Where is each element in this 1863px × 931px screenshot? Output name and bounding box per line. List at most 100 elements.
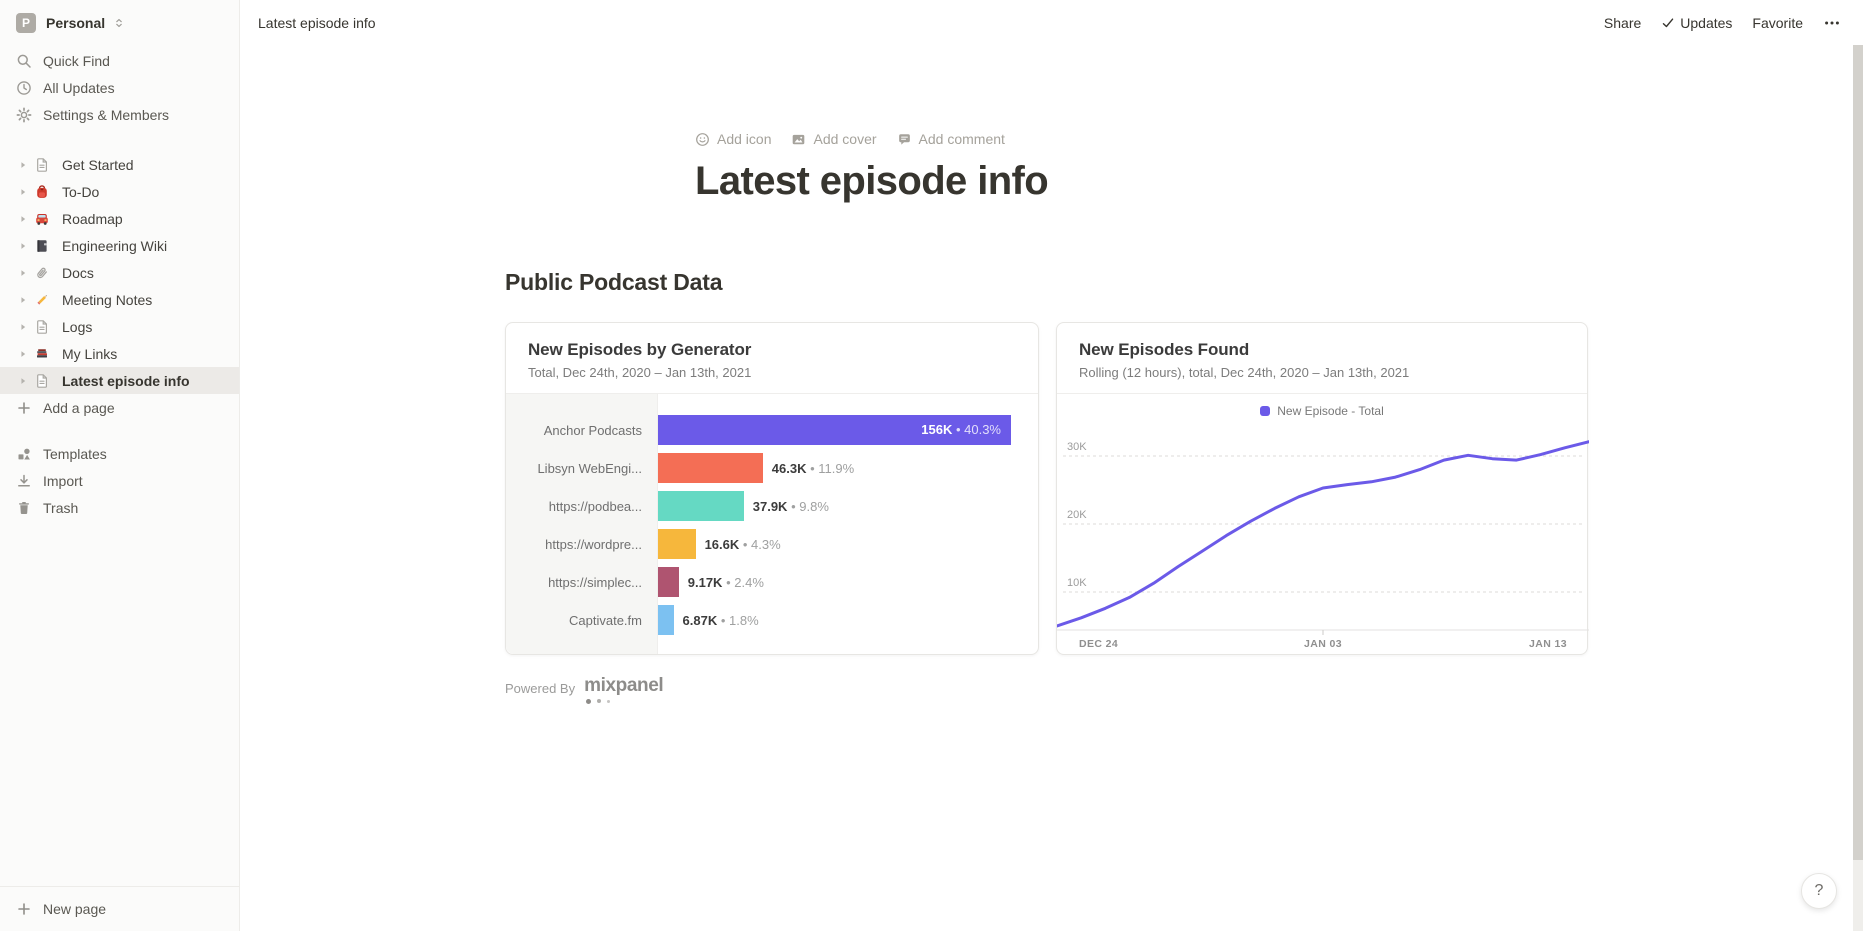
comment-icon xyxy=(897,132,912,147)
vertical-scrollbar[interactable] xyxy=(1853,45,1863,931)
page-title[interactable]: Latest episode info xyxy=(695,159,1049,203)
help-button[interactable]: ? xyxy=(1801,873,1837,909)
backpack-icon xyxy=(34,183,54,200)
mixpanel-logo[interactable]: mixpanel xyxy=(584,675,664,696)
line-chart-plot: 30K 20K 10K DEC 24 JAN 03 JAN 13 xyxy=(1057,420,1589,655)
sidebar-item-trash[interactable]: Trash xyxy=(0,494,239,521)
sidebar: P Personal Quick Find All Updates Settings… xyxy=(0,0,240,931)
workspace-switcher[interactable]: P Personal xyxy=(0,0,239,45)
more-options-icon xyxy=(1823,14,1841,32)
add-icon-button[interactable]: Add icon xyxy=(695,129,771,149)
toggle-triangle-icon[interactable] xyxy=(14,157,32,173)
bar-value-label: 16.6K • 4.3% xyxy=(704,536,781,552)
search-icon xyxy=(16,53,34,69)
gear-icon xyxy=(16,107,34,123)
page-label: Meeting Notes xyxy=(62,291,153,308)
item-label: Templates xyxy=(43,445,107,462)
breadcrumb[interactable]: Latest episode info xyxy=(258,14,376,31)
sidebar-page-engineering-wiki[interactable]: Engineering Wiki xyxy=(0,232,239,259)
bar-value-label: 46.3K • 11.9% xyxy=(771,460,855,476)
bar-segment xyxy=(658,567,679,597)
toggle-triangle-icon[interactable] xyxy=(14,319,32,335)
bar-chart-subtitle: Total, Dec 24th, 2020 – Jan 13th, 2021 xyxy=(528,365,752,380)
toggle-triangle-icon[interactable] xyxy=(14,238,32,254)
sidebar-page-docs[interactable]: Docs xyxy=(0,259,239,286)
updates-button[interactable]: Updates xyxy=(1661,15,1732,31)
workspace-avatar: P xyxy=(16,12,36,33)
sidebar-item-templates[interactable]: Templates xyxy=(0,440,239,467)
sidebar-page-my-links[interactable]: My Links xyxy=(0,340,239,367)
bar-segment: 156K • 40.3% xyxy=(658,415,1011,445)
main-area: Latest episode info Share Updates Favori… xyxy=(240,0,1863,931)
toggle-triangle-icon[interactable] xyxy=(14,346,32,362)
page-label: Roadmap xyxy=(62,210,123,227)
sidebar-page-roadmap[interactable]: Roadmap xyxy=(0,205,239,232)
bar-chart-header: New Episodes by Generator Total, Dec 24t… xyxy=(506,323,1038,394)
share-label: Share xyxy=(1603,14,1642,31)
line-chart-header: New Episodes Found Rolling (12 hours), t… xyxy=(1057,323,1587,394)
new-page-button[interactable]: New page xyxy=(0,886,239,931)
chart-embeds: New Episodes by Generator Total, Dec 24t… xyxy=(505,322,1589,655)
favorite-label: Favorite xyxy=(1752,14,1803,31)
page-label: Logs xyxy=(62,318,93,335)
sidebar-item-quick-find[interactable]: Quick Find xyxy=(0,47,239,74)
smiley-icon xyxy=(695,132,710,147)
sidebar-page-get-started[interactable]: Get Started xyxy=(0,151,239,178)
page-hover-actions: Add icon Add cover Add comment xyxy=(505,129,1588,149)
chart-legend: New Episode - Total xyxy=(1057,404,1587,418)
item-label: Import xyxy=(43,472,83,489)
workspace-name: Personal xyxy=(46,14,106,31)
trash-icon xyxy=(16,500,34,516)
image-icon xyxy=(791,132,806,147)
import-icon xyxy=(16,473,34,489)
sidebar-page-latest-episode-info[interactable]: Latest episode info xyxy=(0,367,239,394)
sidebar-item-all-updates[interactable]: All Updates xyxy=(0,74,239,101)
carousel-dots[interactable] xyxy=(584,698,663,704)
item-label: All Updates xyxy=(43,79,115,96)
svg-text:JAN 03: JAN 03 xyxy=(1304,638,1342,650)
page-label: To-Do xyxy=(62,183,100,200)
page-label: Latest episode info xyxy=(62,372,190,389)
legend-swatch xyxy=(1260,406,1271,416)
bar-value-label: 9.17K • 2.4% xyxy=(687,574,764,590)
toggle-triangle-icon[interactable] xyxy=(14,184,32,200)
add-comment-button[interactable]: Add comment xyxy=(897,129,1005,149)
toggle-triangle-icon[interactable] xyxy=(14,292,32,308)
bar-segment xyxy=(658,491,744,521)
sidebar-page-to-do[interactable]: To-Do xyxy=(0,178,239,205)
page-icon xyxy=(34,156,54,173)
clock-icon xyxy=(16,80,34,96)
bar-category-label: Captivate.fm xyxy=(569,612,642,628)
page-content: Add icon Add cover Add comment Latest epis… xyxy=(505,129,1589,704)
sidebar-page-logs[interactable]: Logs xyxy=(0,313,239,340)
toggle-triangle-icon[interactable] xyxy=(14,373,32,389)
topbar-actions: Share Updates Favorite xyxy=(1604,14,1849,32)
sidebar-item-settings-members[interactable]: Settings & Members xyxy=(0,101,239,128)
action-label: Add cover xyxy=(813,131,877,147)
powered-by-label: Powered By xyxy=(505,681,576,696)
bar-value-label: 156K • 40.3% xyxy=(921,422,1001,437)
powered-by: Powered By mixpanel xyxy=(505,676,1588,704)
favorite-button[interactable]: Favorite xyxy=(1752,15,1803,31)
section-heading[interactable]: Public Podcast Data xyxy=(505,269,723,295)
line-chart-body: New Episode - Total 30K 20K 10K DEC 24 JAN 0… xyxy=(1057,394,1589,655)
toggle-triangle-icon[interactable] xyxy=(14,211,32,227)
svg-text:DEC 24: DEC 24 xyxy=(1079,638,1118,650)
sidebar-add-a-page[interactable]: Add a page xyxy=(0,394,239,421)
share-button[interactable]: Share xyxy=(1604,15,1641,31)
bar-chart-title: New Episodes by Generator xyxy=(528,340,752,359)
toggle-triangle-icon[interactable] xyxy=(14,265,32,281)
svg-text:JAN 13: JAN 13 xyxy=(1529,638,1567,650)
sidebar-page-meeting-notes[interactable]: Meeting Notes xyxy=(0,286,239,313)
bar-chart-card: New Episodes by Generator Total, Dec 24t… xyxy=(505,322,1039,655)
sidebar-item-import[interactable]: Import xyxy=(0,467,239,494)
scrollbar-thumb[interactable] xyxy=(1853,45,1863,860)
bar-category-label: https://wordpre... xyxy=(545,536,642,552)
bar-chart-rows: Anchor Podcasts 156K • 40.3% Libsyn WebEng… xyxy=(506,394,1038,639)
more-options-button[interactable] xyxy=(1823,14,1841,32)
page-icon xyxy=(34,318,54,335)
notebook-icon xyxy=(34,237,54,254)
add-cover-button[interactable]: Add cover xyxy=(791,129,877,149)
page-icon xyxy=(34,372,54,389)
